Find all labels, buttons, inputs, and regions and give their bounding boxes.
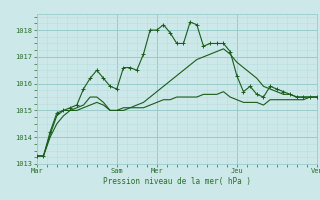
- X-axis label: Pression niveau de la mer( hPa ): Pression niveau de la mer( hPa ): [103, 177, 251, 186]
